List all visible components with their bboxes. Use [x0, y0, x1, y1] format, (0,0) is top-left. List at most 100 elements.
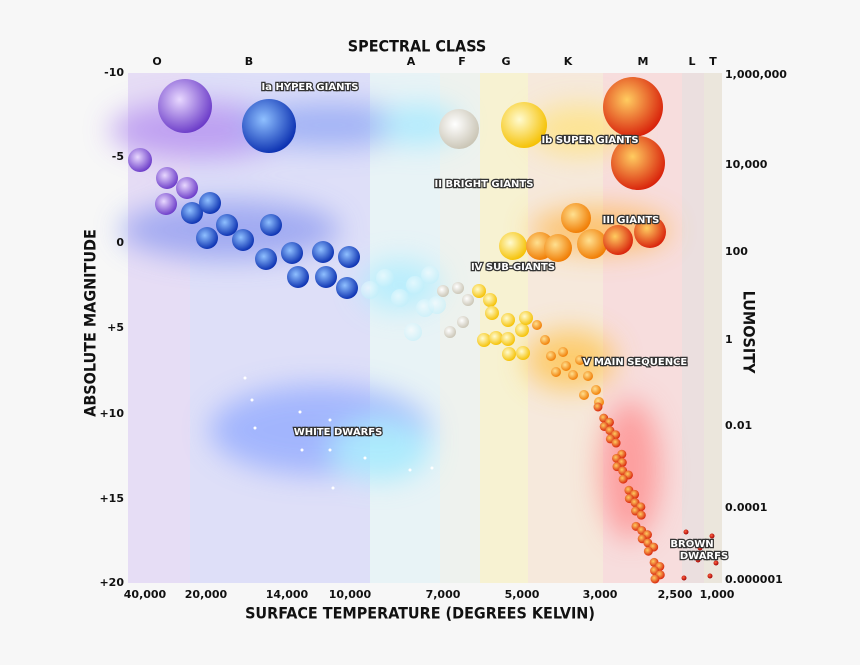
x-tick-label: 20,000 [185, 588, 228, 601]
star [404, 323, 422, 341]
y-tick-label: -5 [112, 150, 124, 163]
star [155, 193, 177, 215]
y2-axis-title: LUMOSITY [740, 291, 759, 374]
star [428, 296, 446, 314]
region-label: Ib SUPER GIANTS [541, 135, 638, 146]
star [242, 99, 296, 153]
star [561, 203, 591, 233]
star [502, 347, 516, 361]
star [181, 202, 203, 224]
region-label: II BRIGHT GIANTS [435, 179, 534, 190]
x-tick-label: 10,000 [329, 588, 372, 601]
star [199, 192, 221, 214]
star [501, 102, 547, 148]
star [636, 510, 646, 520]
glow [330, 420, 430, 480]
x-tick-label: 7,000 [426, 588, 461, 601]
star [532, 320, 542, 330]
y2-tick-label: 100 [725, 245, 748, 258]
spectral-class: F [458, 55, 466, 68]
star [540, 335, 550, 345]
spectral-class: O [152, 55, 161, 68]
star [243, 376, 247, 380]
spectral-class: L [688, 55, 695, 68]
star [287, 266, 309, 288]
star [406, 276, 424, 294]
region-label: BROWN [670, 539, 713, 550]
star [611, 136, 665, 190]
y2-tick-label: 0.000001 [725, 573, 783, 586]
star [713, 560, 719, 566]
star [485, 306, 499, 320]
y-tick-label: 0 [116, 236, 124, 249]
star [363, 456, 367, 460]
star [444, 326, 456, 338]
star [650, 574, 660, 584]
star [695, 557, 701, 563]
spectral-class: M [638, 55, 649, 68]
star [437, 285, 449, 297]
star [583, 371, 593, 381]
star [611, 438, 621, 448]
star [577, 229, 607, 259]
star [618, 474, 628, 484]
x-tick-label: 5,000 [505, 588, 540, 601]
star [439, 109, 479, 149]
star [591, 385, 601, 395]
star [176, 177, 198, 199]
region-label: V MAIN SEQUENCE [583, 357, 688, 368]
star [697, 545, 703, 551]
star [561, 361, 571, 371]
spectral-class: T [709, 55, 717, 68]
star [603, 77, 663, 137]
star [232, 229, 254, 251]
star [331, 486, 335, 490]
star [300, 448, 304, 452]
star [568, 370, 578, 380]
star [250, 398, 254, 402]
star [361, 281, 379, 299]
star [516, 346, 530, 360]
star [489, 331, 503, 345]
spectral-class: G [501, 55, 510, 68]
y-tick-label: +5 [107, 321, 124, 334]
star [519, 311, 533, 325]
star [128, 148, 152, 172]
star [255, 248, 277, 270]
star [315, 266, 337, 288]
y-tick-label: +10 [99, 407, 124, 420]
region-label: Ia HYPER GIANTS [262, 82, 359, 93]
star [336, 277, 358, 299]
star [253, 426, 257, 430]
star [338, 246, 360, 268]
star [281, 242, 303, 264]
star [575, 355, 585, 365]
spectral-band [704, 73, 722, 583]
star [681, 575, 687, 581]
spectral-band [190, 73, 370, 583]
star [546, 351, 556, 361]
star [298, 410, 302, 414]
star [376, 269, 394, 287]
y2-tick-label: 0.0001 [725, 501, 767, 514]
star [260, 214, 282, 236]
star [421, 266, 439, 284]
star [312, 241, 334, 263]
y2-tick-label: 1,000,000 [725, 68, 787, 81]
region-label: IV SUB-GIANTS [471, 262, 555, 273]
star [501, 332, 515, 346]
star [558, 347, 568, 357]
x-tick-label: 3,000 [583, 588, 618, 601]
star [156, 167, 178, 189]
star [430, 466, 434, 470]
spectral-class: A [407, 55, 416, 68]
star [593, 402, 603, 412]
star [452, 282, 464, 294]
y-axis-title: ABSOLUTE MAGNITUDE [81, 229, 100, 417]
star [158, 79, 212, 133]
star [328, 448, 332, 452]
star [216, 214, 238, 236]
star [579, 390, 589, 400]
y2-tick-label: 1 [725, 333, 733, 346]
